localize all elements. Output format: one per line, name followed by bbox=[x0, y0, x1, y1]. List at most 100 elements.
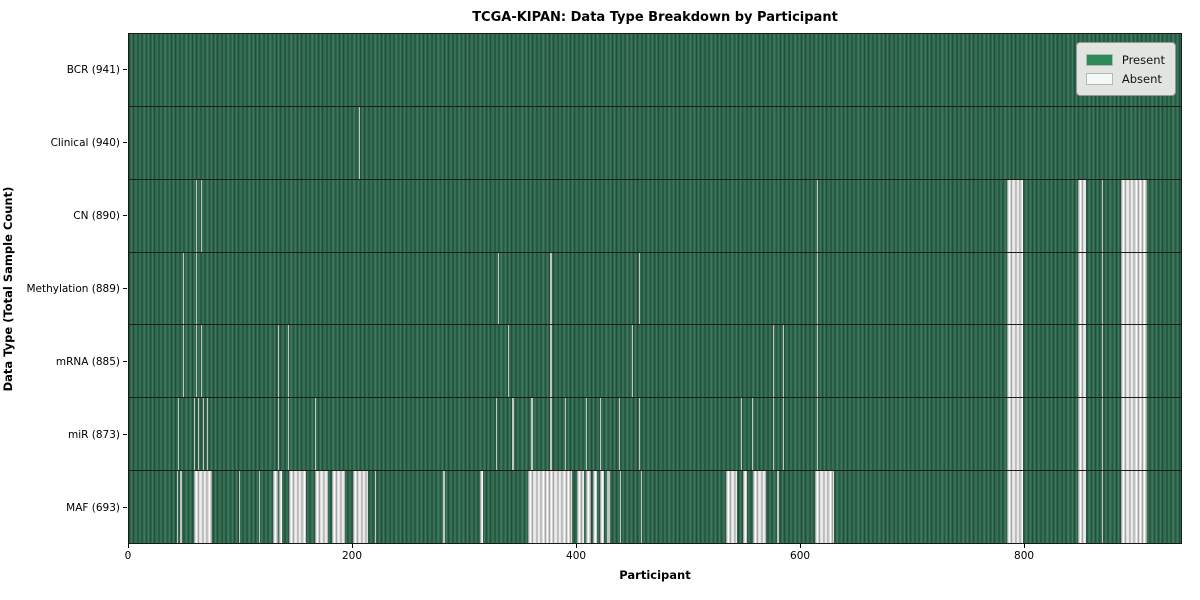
absent-segment bbox=[512, 398, 514, 471]
absent-segment bbox=[193, 471, 212, 544]
absent-segment bbox=[288, 471, 306, 544]
x-tick-label-400: 400 bbox=[566, 550, 587, 562]
absent-segment bbox=[816, 252, 818, 325]
absent-segment bbox=[480, 471, 484, 544]
absent-segment bbox=[1006, 252, 1024, 325]
absent-segment bbox=[725, 471, 738, 544]
x-tick-label-600: 600 bbox=[790, 550, 811, 562]
absent-segment bbox=[751, 398, 753, 471]
legend-swatch-absent bbox=[1085, 72, 1113, 85]
absent-segment bbox=[352, 471, 369, 544]
row-miR bbox=[129, 398, 1181, 472]
row-Clinical bbox=[129, 106, 1181, 180]
row-MAF bbox=[129, 471, 1181, 544]
absent-segment bbox=[238, 471, 240, 544]
x-tick-mark bbox=[352, 544, 354, 548]
absent-segment bbox=[632, 325, 634, 398]
absent-segment bbox=[742, 471, 748, 544]
legend-label: Absent bbox=[1121, 71, 1162, 86]
absent-segment bbox=[196, 325, 198, 398]
x-tick-mark bbox=[800, 544, 802, 548]
absent-segment bbox=[1006, 179, 1024, 252]
row-Methylation bbox=[129, 252, 1181, 326]
absent-segment bbox=[599, 398, 601, 471]
absent-segment bbox=[641, 471, 643, 544]
legend-label: Present bbox=[1121, 52, 1165, 67]
y-tick-label-BCR: BCR (941) bbox=[66, 63, 120, 76]
x-tick-label-0: 0 bbox=[124, 550, 132, 562]
absent-segment bbox=[638, 398, 640, 471]
absent-segment bbox=[314, 471, 328, 544]
absent-segment bbox=[599, 471, 605, 544]
absent-segment bbox=[586, 471, 591, 544]
absent-segment bbox=[1078, 471, 1086, 544]
absent-segment bbox=[592, 471, 598, 544]
absent-segment bbox=[550, 325, 552, 398]
absent-segment bbox=[1101, 398, 1103, 471]
y-tick-mark bbox=[123, 506, 127, 509]
x-tick-mark bbox=[1024, 544, 1026, 548]
absent-segment bbox=[287, 325, 289, 398]
chart-title: TCGA-KIPAN: Data Type Breakdown by Parti… bbox=[472, 10, 838, 25]
y-tick-mark bbox=[123, 141, 127, 144]
legend-swatch-present bbox=[1085, 53, 1113, 66]
y-tick-label-CN: CN (890) bbox=[73, 209, 120, 222]
y-tick-mark bbox=[123, 287, 127, 290]
absent-segment bbox=[565, 398, 567, 471]
row-mRNA bbox=[129, 325, 1181, 399]
y-tick-label-miR: miR (873) bbox=[67, 428, 120, 441]
y-tick-label-Clinical: Clinical (940) bbox=[50, 136, 120, 149]
absent-segment bbox=[1078, 398, 1086, 471]
absent-segment bbox=[207, 398, 209, 471]
absent-segment bbox=[740, 398, 742, 471]
absent-segment bbox=[507, 325, 510, 398]
absent-segment bbox=[177, 471, 179, 544]
absent-segment bbox=[1006, 325, 1024, 398]
absent-segment bbox=[193, 398, 195, 471]
x-tick-label-200: 200 bbox=[341, 550, 363, 562]
absent-segment bbox=[1078, 252, 1086, 325]
absent-segment bbox=[443, 471, 446, 544]
absent-segment bbox=[200, 325, 202, 398]
absent-segment bbox=[783, 398, 785, 471]
absent-segment bbox=[1006, 471, 1024, 544]
absent-segment bbox=[1120, 398, 1148, 471]
legend: Present Absent bbox=[1075, 42, 1176, 96]
y-tick-label-mRNA: mRNA (885) bbox=[55, 355, 120, 368]
absent-segment bbox=[196, 179, 198, 252]
absent-segment bbox=[374, 471, 377, 544]
absent-segment bbox=[196, 252, 198, 325]
absent-segment bbox=[180, 471, 182, 544]
y-tick-mark bbox=[123, 68, 127, 71]
absent-segment bbox=[816, 398, 818, 471]
absent-segment bbox=[619, 471, 621, 544]
x-tick-label-800: 800 bbox=[1014, 550, 1035, 562]
x-tick-mark bbox=[576, 544, 578, 548]
absent-segment bbox=[1120, 471, 1148, 544]
absent-segment bbox=[586, 398, 588, 471]
absent-segment bbox=[752, 471, 767, 544]
absent-segment bbox=[777, 471, 779, 544]
absent-segment bbox=[287, 398, 289, 471]
row-CN bbox=[129, 179, 1181, 253]
absent-segment bbox=[258, 471, 260, 544]
absent-segment bbox=[273, 471, 278, 544]
absent-segment bbox=[200, 179, 202, 252]
absent-segment bbox=[772, 398, 775, 471]
absent-segment bbox=[607, 471, 610, 544]
absent-segment bbox=[1078, 179, 1086, 252]
y-tick-label-Methylation: Methylation (889) bbox=[26, 282, 120, 295]
x-tick-mark bbox=[128, 544, 130, 548]
legend-item-present: Present bbox=[1085, 50, 1165, 69]
absent-segment bbox=[1101, 471, 1103, 544]
absent-segment bbox=[816, 325, 818, 398]
y-tick-mark bbox=[123, 214, 127, 217]
absent-segment bbox=[1101, 325, 1103, 398]
absent-segment bbox=[178, 398, 180, 471]
absent-segment bbox=[495, 398, 497, 471]
absent-segment bbox=[528, 471, 572, 544]
y-tick-mark bbox=[123, 360, 127, 363]
absent-segment bbox=[182, 252, 184, 325]
absent-segment bbox=[531, 398, 533, 471]
x-axis-label: Participant bbox=[619, 568, 691, 582]
